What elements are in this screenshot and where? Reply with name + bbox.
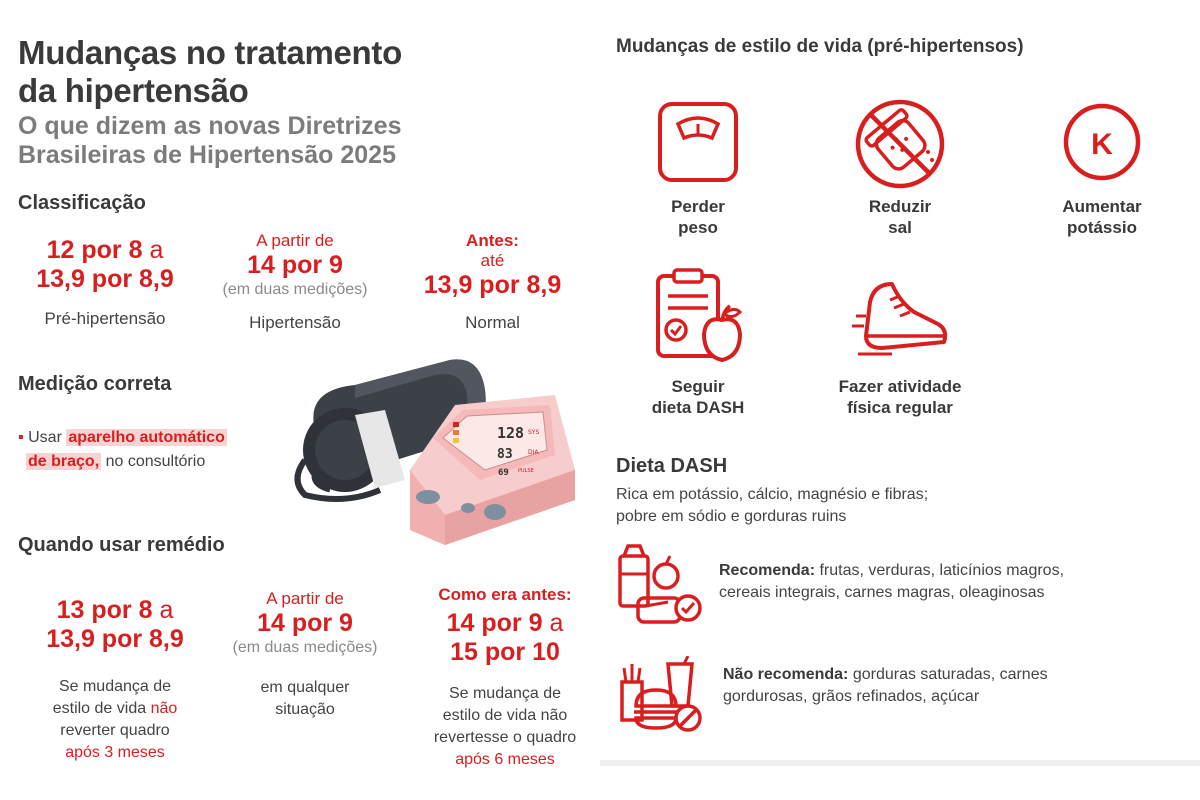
estilo-label-perder-peso: Perder peso <box>671 197 725 237</box>
class-hipertensao: A partir de 14 por 9 (em duas medições) … <box>222 231 368 332</box>
estilo-label-atividade-fisica: Fazer atividade física regular <box>838 377 962 417</box>
remedio-item-2: A partir de 14 por 9 (em duas medições) … <box>232 589 378 718</box>
estilo-label-dieta-dash: Seguir dieta DASH <box>651 377 745 417</box>
potassium-icon: K <box>1063 103 1141 181</box>
blood-pressure-monitor-illustration: 128 83 69 SYS DIA PULSE <box>294 359 575 545</box>
remedio-heading: Quando usar remédio <box>18 534 225 556</box>
medicao-bullet: ▪ Usar aparelho automático de braço, no … <box>18 429 227 470</box>
classificacao-heading: Classificação <box>18 192 146 214</box>
healthy-food-icon <box>618 544 702 624</box>
svg-text:DIA: DIA <box>528 449 539 456</box>
svg-text:83: 83 <box>497 447 513 462</box>
page-subtitle: O que dizem as novas Diretrizes Brasilei… <box>18 112 402 169</box>
no-salt-icon <box>855 99 945 189</box>
svg-text:K: K <box>1091 128 1113 161</box>
scale-icon <box>658 102 738 182</box>
dash-description: Rica em potássio, cálcio, magnésio e fib… <box>616 486 929 525</box>
remedio-item-3: Como era antes: 14 por 9 a 15 por 10 Se … <box>433 585 577 768</box>
dash-nao-recomenda: Não recomenda: gorduras saturadas, carne… <box>723 666 1048 705</box>
svg-text:128: 128 <box>497 424 524 442</box>
medicao-heading: Medição correta <box>18 373 172 395</box>
class-normal: Antes: até 13,9 por 8,9 Normal <box>423 231 562 332</box>
page-title: Mudanças no tratamento da hipertensão <box>18 34 402 109</box>
diet-clipboard-icon <box>656 268 743 363</box>
svg-text:SYS: SYS <box>528 429 539 436</box>
estilo-label-aumentar-potassio: Aumentar potássio <box>1062 197 1142 237</box>
estilo-heading: Mudanças de estilo de vida (pré-hiperten… <box>616 36 1024 57</box>
svg-text:69: 69 <box>498 468 509 478</box>
monitor-icon: 128 83 69 SYS DIA PULSE <box>410 395 575 545</box>
remedio-item-1: 13 por 8 a 13,9 por 8,9 Se mudança de es… <box>46 596 184 761</box>
dash-recomenda: Recomenda: frutas, verduras, laticínios … <box>719 562 1065 601</box>
svg-text:PULSE: PULSE <box>518 468 534 474</box>
bottom-divider <box>600 760 1200 766</box>
class-prehipertensao: 12 por 8 a 13,9 por 8,9 Pré-hipertensão <box>36 236 174 328</box>
junk-food-icon <box>620 656 702 732</box>
estilo-label-reduzir-sal: Reduzir sal <box>868 197 932 237</box>
sneaker-icon <box>852 282 948 356</box>
dash-heading: Dieta DASH <box>616 455 728 477</box>
cuff-icon <box>294 359 486 502</box>
